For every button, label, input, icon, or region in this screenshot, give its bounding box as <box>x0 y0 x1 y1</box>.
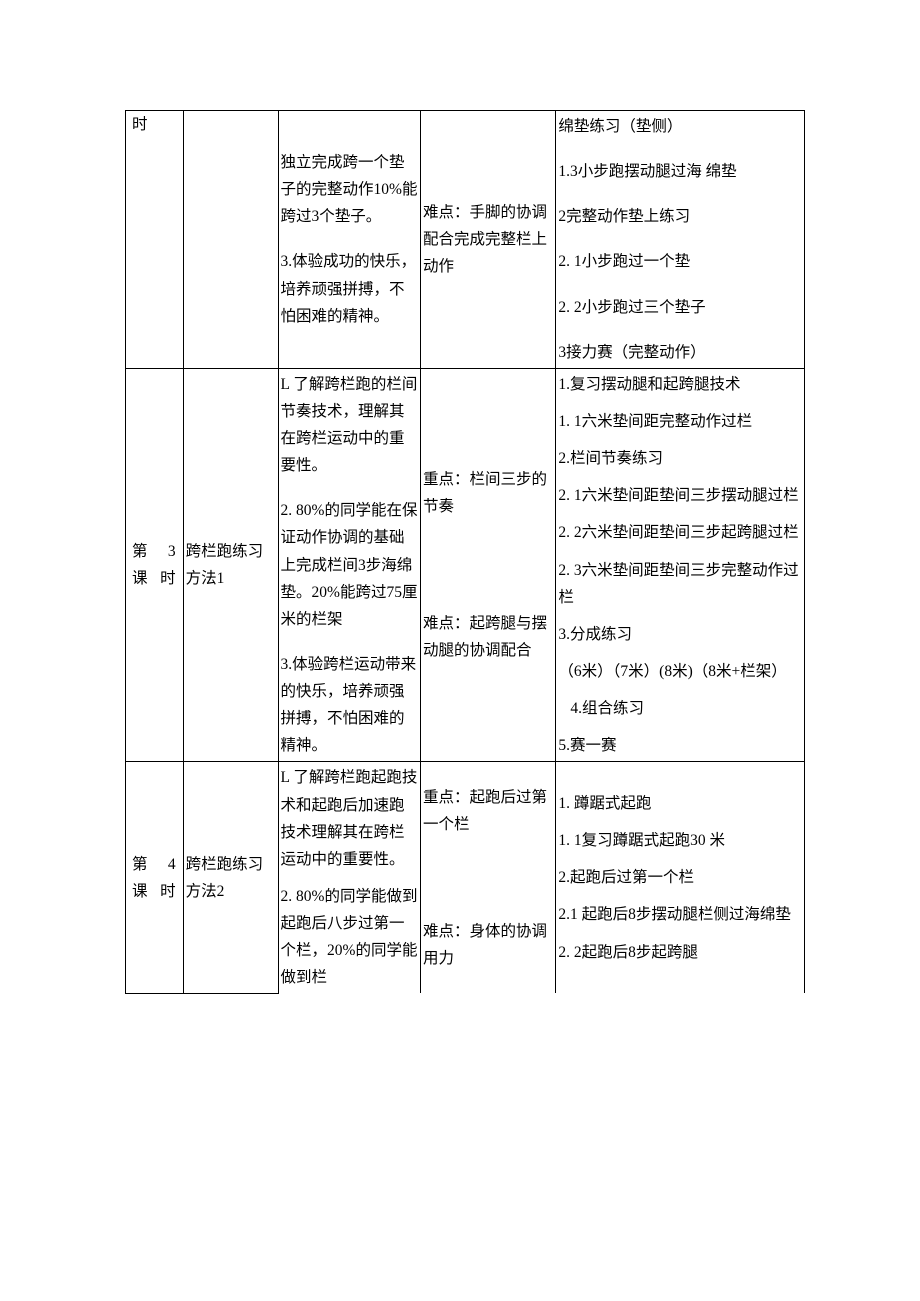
lesson-number: 第 4 课 时 <box>132 851 177 905</box>
objectives-text: L 了解跨栏跑的栏间节奏技术，理解其在跨栏运动中的重要性。2. 80%的同学能在… <box>281 371 418 760</box>
topic: 跨栏跑练习方法1 <box>186 543 264 587</box>
keypoints-text: 难点：手脚的协调配合完成完整栏上动作 <box>423 199 553 280</box>
activities-cell: 绵垫练习（垫侧）1.3小步跑摆动腿过海 绵垫2完整动作垫上练习2. 1小步跑过一… <box>556 111 805 369</box>
activities-text: 1.复习摆动腿和起跨腿技术1. 1六米垫间距完整动作过栏2.栏间节奏练习2. 1… <box>558 371 802 759</box>
objectives-text: L 了解跨栏跑起跑技术和起跑后加速跑技术理解其在跨栏运动中的重要性。2. 80%… <box>281 764 418 991</box>
focus-text: 重点：栏间三步的节奏 <box>423 466 553 520</box>
keypoints-cell: 难点：手脚的协调配合完成完整栏上动作 <box>421 111 556 369</box>
table-row: 时 独立完成跨一个垫子的完整动作10%能跨过3个垫子。3.体验成功的快乐，培养顽… <box>126 111 805 369</box>
topic-cell: 跨栏跑练习方法2 <box>183 762 278 994</box>
keypoints-cell: 重点：起跑后过第一个栏 难点：身体的协调用力 <box>421 762 556 994</box>
lesson-number-cell: 时 <box>126 111 184 369</box>
keypoints-cell: 重点：栏间三步的节奏 难点：起跨腿与摆动腿的协调配合 <box>421 368 556 762</box>
focus-text: 重点：起跑后过第一个栏 <box>423 784 553 838</box>
topic-cell <box>183 111 278 369</box>
lesson-number-cell: 第 4 课 时 <box>126 762 184 994</box>
activities-text: 绵垫练习（垫侧）1.3小步跑摆动腿过海 绵垫2完整动作垫上练习2. 1小步跑过一… <box>558 113 802 366</box>
lesson-number: 第 3 课 时 <box>132 538 177 592</box>
objectives-cell: L 了解跨栏跑起跑技术和起跑后加速跑技术理解其在跨栏运动中的重要性。2. 80%… <box>278 762 420 994</box>
activities-cell: 1. 蹲踞式起跑1. 1复习蹲踞式起跑30 米2.起跑后过第一个栏2.1 起跑后… <box>556 762 805 994</box>
lesson-number-cell: 第 3 课 时 <box>126 368 184 762</box>
lesson-plan-table: 时 独立完成跨一个垫子的完整动作10%能跨过3个垫子。3.体验成功的快乐，培养顽… <box>125 110 805 994</box>
table-row: 第 4 课 时 跨栏跑练习方法2 L 了解跨栏跑起跑技术和起跑后加速跑技术理解其… <box>126 762 805 994</box>
topic: 跨栏跑练习方法2 <box>186 856 264 900</box>
objectives-cell: 独立完成跨一个垫子的完整动作10%能跨过3个垫子。3.体验成功的快乐，培养顽强拼… <box>278 111 420 369</box>
objectives-text: 独立完成跨一个垫子的完整动作10%能跨过3个垫子。3.体验成功的快乐，培养顽强拼… <box>281 149 418 330</box>
lesson-number: 时 <box>132 116 149 133</box>
table-row: 第 3 课 时 跨栏跑练习方法1 L 了解跨栏跑的栏间节奏技术，理解其在跨栏运动… <box>126 368 805 762</box>
activities-text: 1. 蹲踞式起跑1. 1复习蹲踞式起跑30 米2.起跑后过第一个栏2.1 起跑后… <box>558 790 802 966</box>
topic-cell: 跨栏跑练习方法1 <box>183 368 278 762</box>
difficulty-text: 难点：身体的协调用力 <box>423 918 553 972</box>
difficulty-text: 难点：起跨腿与摆动腿的协调配合 <box>423 610 553 664</box>
keypoints-text: 重点：栏间三步的节奏 难点：起跨腿与摆动腿的协调配合 <box>423 466 553 665</box>
keypoints-text: 重点：起跑后过第一个栏 难点：身体的协调用力 <box>423 784 553 973</box>
objectives-cell: L 了解跨栏跑的栏间节奏技术，理解其在跨栏运动中的重要性。2. 80%的同学能在… <box>278 368 420 762</box>
activities-cell: 1.复习摆动腿和起跨腿技术1. 1六米垫间距完整动作过栏2.栏间节奏练习2. 1… <box>556 368 805 762</box>
